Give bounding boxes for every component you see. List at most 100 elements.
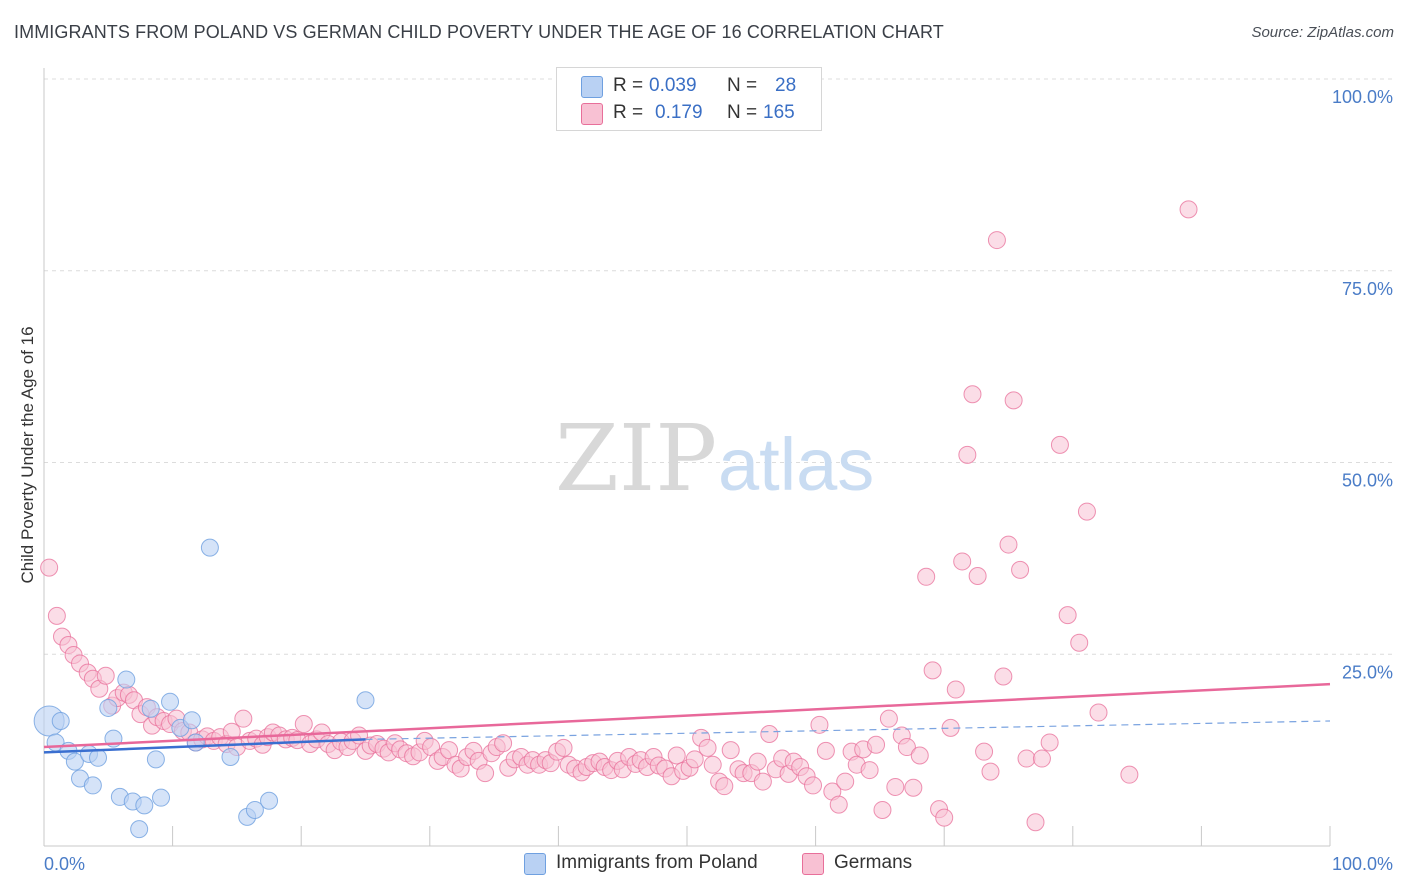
germans-point [886,777,905,796]
poland-trend-line-dashed [365,720,1331,740]
poland-point [152,788,171,807]
legend-n-label: N = [727,102,758,123]
bottom-swatch-poland [524,853,546,875]
poland-point [99,698,118,717]
germans-point [879,709,898,728]
germans-point [1070,633,1089,652]
germans-point [760,725,779,744]
germans-point [963,385,982,404]
germans-trend-line [43,682,1331,749]
germans-point [946,680,965,699]
germans-point [1089,703,1108,722]
germans-point [987,231,1006,250]
germans-point [703,755,722,774]
germans-point [1004,391,1023,410]
germans-point [935,808,954,827]
poland-point [245,800,264,819]
x-tick-label: 100.0% [1332,854,1393,874]
bottom-legend-label: Immigrants from Poland [556,852,758,873]
germans-point [1058,606,1077,625]
poland-point [161,692,180,711]
germans-point [554,738,573,757]
watermark-zip: ZIP [555,405,717,512]
source-credit: Source: ZipAtlas.com [1251,24,1394,41]
poland-point [146,750,165,769]
germans-point [1032,749,1051,768]
germans-points [40,200,1198,832]
germans-point [873,800,892,819]
legend-swatch-poland [581,76,603,98]
poland-point [51,711,70,730]
germans-point [753,772,772,791]
bottom-legend-label: Germans [834,852,913,873]
poland-point [83,776,102,795]
germans-point [958,445,977,464]
legend-r-label: R = [613,75,644,96]
germans-point [494,734,513,753]
germans-point [1040,733,1059,752]
germans-point [685,750,704,769]
germans-point [721,741,740,760]
poland-point [186,733,205,752]
x-tick-label: 0.0% [44,854,85,874]
germans-point [810,715,829,734]
germans-point [234,709,253,728]
germans-point [975,742,994,761]
poland-point [135,796,154,815]
germans-point [96,666,115,685]
watermark: ZIP atlas [555,405,874,512]
germans-point [923,661,942,680]
trend-lines [43,682,1331,754]
legend-n-value: 28 [775,75,797,96]
y-tick-label: 100.0% [1332,87,1393,107]
germans-point [667,746,686,765]
y-tick-label: 75.0% [1342,279,1393,299]
germans-point [804,776,823,795]
germans-point [953,552,972,571]
poland-point [221,748,240,767]
germans-point [904,778,923,797]
germans-point [917,567,936,586]
germans-point [897,738,916,757]
germans-point [1011,560,1030,579]
tick-labels: 25.0% 50.0% 75.0% 100.0% 0.0% 100.0% [44,87,1393,874]
germans-point [698,738,717,757]
germans-point [829,795,848,814]
watermark-atlas: atlas [718,423,874,506]
y-tick-label: 25.0% [1342,662,1393,682]
legend-r-value: 0.179 [655,102,703,123]
germans-point [860,761,879,780]
poland-point [260,791,279,810]
germans-point [981,762,1000,781]
bottom-swatch-germans [802,853,824,875]
legend-swatch-germans [581,103,603,125]
germans-point [1026,813,1045,832]
germans-point [1050,435,1069,454]
poland-points [33,538,375,839]
germans-point [47,606,66,625]
poland-point [130,820,149,839]
germans-point [1179,200,1198,219]
poland-point [356,691,375,710]
poland-trend-line [43,738,366,754]
germans-point [910,746,929,765]
poland-point [65,752,84,771]
germans-point [1017,749,1036,768]
germans-point [1120,765,1139,784]
germans-point [294,715,313,734]
poland-point [141,699,160,718]
poland-point [182,711,201,730]
poland-point [89,748,108,767]
germans-point [968,567,987,586]
germans-point [1077,502,1096,521]
germans-point [994,667,1013,686]
germans-point [999,535,1018,554]
germans-point [816,741,835,760]
germans-point [40,558,59,577]
legend-r-label: R = [613,102,644,123]
chart-title: IMMIGRANTS FROM POLAND VS GERMAN CHILD P… [14,22,944,42]
legend-n-value: 165 [763,102,795,123]
legend-n-label: N = [727,75,758,96]
legend-r-value: 0.039 [649,75,697,96]
